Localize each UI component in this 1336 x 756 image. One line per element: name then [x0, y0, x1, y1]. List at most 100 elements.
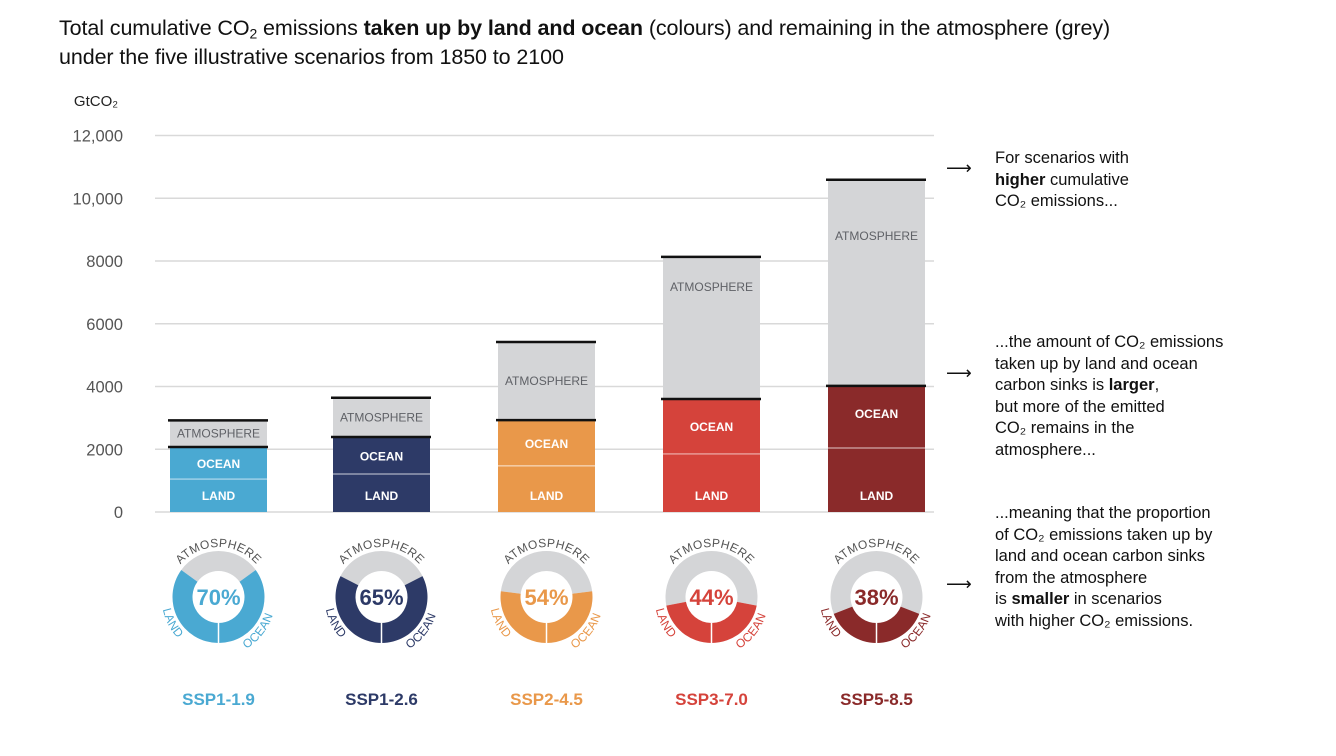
bar-segment-atmosphere	[828, 179, 925, 386]
annotation-line: atmosphere...	[995, 440, 1223, 462]
annotation-line-text: from the atmosphere	[995, 568, 1148, 587]
arrow-icon: ⟶	[946, 574, 972, 594]
annotation-line: from the atmosphere	[995, 568, 1212, 590]
bar-label-atmosphere: ATMOSPHERE	[835, 229, 918, 243]
bar-label-atmosphere: ATMOSPHERE	[670, 280, 753, 294]
annotation-text-3: ...meaning that the proportion of CO₂ emi…	[995, 503, 1212, 632]
donut-center-percent: 44%	[689, 585, 733, 610]
annotation-line-text: CO₂ remains in the	[995, 419, 1135, 437]
bar-group-ssp5-85: LAND OCEAN ATMOSPHERE	[826, 178, 926, 512]
bar-label-ocean: OCEAN	[855, 407, 898, 421]
arrow-icon: ⟶	[946, 363, 972, 383]
bar-segment-land	[170, 479, 267, 512]
annotation-line: CO₂ remains in the	[995, 418, 1223, 440]
bar-segment-ocean	[498, 420, 595, 466]
annotation-line: but more of the emitted	[995, 397, 1223, 419]
donut-slice-ocean	[876, 606, 920, 643]
y-tick-label: 2000	[86, 441, 123, 459]
annotation-line-text: taken up by land and ocean	[995, 354, 1198, 373]
bar-segment-ocean	[333, 437, 430, 475]
bar-label-land: LAND	[202, 489, 236, 503]
bar-label-atmosphere: ATMOSPHERE	[505, 374, 588, 388]
donut-slice-ocean	[381, 576, 428, 643]
bar-label-atmosphere: ATMOSPHERE	[340, 410, 423, 424]
donut-slice-atmosphere	[665, 551, 758, 606]
donut-slice-ocean	[546, 591, 593, 643]
bar-group-ssp1-19: LAND OCEAN ATMOSPHERE	[168, 419, 268, 512]
scenario-label: SSP3-7.0	[675, 690, 748, 709]
annotation-line: higher cumulative	[995, 170, 1129, 192]
donut-slice-atmosphere	[500, 551, 593, 594]
scenario-label: SSP1-1.9	[182, 690, 255, 709]
bar-segment-ocean	[828, 385, 925, 448]
annotation-line-text: ,	[1154, 376, 1160, 394]
donut-slice-land	[500, 591, 547, 643]
bar-label-land: LAND	[530, 489, 564, 503]
annotation-line: of CO₂ emissions taken up by	[995, 525, 1212, 547]
annotation-line-text: with higher CO₂ emissions.	[995, 611, 1194, 630]
y-tick-label: 8000	[86, 253, 123, 271]
gridlines	[155, 134, 934, 513]
title-text: (colours) and remaining in the atmospher…	[642, 16, 1111, 40]
annotation-line-text: cumulative	[1045, 170, 1129, 189]
annotation-line-text: carbon sinks is	[995, 376, 1109, 394]
annotation-line-text: of CO₂ emissions taken up by	[995, 525, 1213, 544]
bar-segment-ocean	[170, 447, 267, 480]
title-bold: taken up by land and ocean	[363, 16, 643, 40]
bar-label-land: LAND	[860, 489, 894, 503]
annotation-line: with higher CO₂ emissions.	[995, 611, 1212, 633]
donut-slice-atmosphere	[181, 550, 256, 582]
annotation-line: land and ocean carbon sinks	[995, 546, 1212, 568]
scenario-label: SSP1-2.6	[345, 690, 418, 709]
donut-center-percent: 38%	[854, 585, 898, 610]
title-subscript: 2	[249, 25, 258, 42]
bar-group-ssp3-70: LAND OCEAN ATMOSPHERE	[661, 255, 761, 512]
y-axis: GtCO₂ 0 2000 4000 6000 8000 10,000 12,000	[73, 93, 123, 522]
title-text: Total cumulative CO	[59, 16, 250, 40]
y-tick-label: 6000	[86, 316, 123, 334]
bar-label-ocean: OCEAN	[525, 437, 568, 451]
donut-slice-atmosphere	[830, 551, 923, 614]
donut-slice-land	[172, 569, 219, 643]
bar-group-ssp1-26: LAND OCEAN ATMOSPHERE	[331, 396, 431, 512]
donut-center-percent: 54%	[524, 585, 568, 610]
bar-segment-land	[828, 447, 925, 512]
scenario-label: SSP5-8.5	[840, 690, 913, 709]
bar-group-ssp2-45: LAND OCEAN ATMOSPHERE	[496, 340, 596, 512]
donut-slice-land	[833, 606, 877, 643]
y-axis-label: GtCO₂	[74, 93, 118, 110]
bar-segment-land	[663, 453, 760, 512]
bar-label-land: LAND	[695, 489, 729, 503]
annotation-line-text: but more of the emitted	[995, 397, 1165, 416]
y-tick-label: 4000	[86, 379, 123, 397]
annotation-line: For scenarios with	[995, 148, 1129, 170]
bar-segment-atmosphere	[663, 256, 760, 400]
donut-center-percent: 65%	[359, 585, 403, 610]
annotation-line-text: CO₂ emissions...	[995, 192, 1118, 210]
annotation-emphasis: larger	[1108, 376, 1155, 394]
annotation-line: CO₂ emissions...	[995, 191, 1129, 213]
y-tick-label: 12,000	[73, 128, 123, 146]
annotation-emphasis: smaller	[1011, 590, 1070, 608]
bar-label-ocean: OCEAN	[197, 457, 240, 471]
title-line2: under the five illustrative scenarios fr…	[59, 45, 564, 69]
bar-segment-land	[333, 474, 430, 512]
donut-center-percent: 70%	[196, 585, 240, 610]
bar-label-ocean: OCEAN	[360, 450, 403, 464]
bar-label-atmosphere: ATMOSPHERE	[177, 427, 260, 441]
donut-slice-ocean	[218, 569, 265, 643]
annotation-emphasis: higher	[995, 170, 1046, 189]
annotation-line-text: land and ocean carbon sinks	[995, 547, 1206, 565]
annotation-line: ...meaning that the proportion	[995, 503, 1212, 525]
chart-title: Total cumulative CO2 emissions taken up …	[59, 14, 1259, 72]
y-tick-label: 0	[114, 504, 123, 522]
annotation-line: carbon sinks is larger,	[995, 375, 1223, 397]
scenario-label: SSP2-4.5	[510, 690, 583, 709]
annotation-line-text: For scenarios with	[995, 149, 1129, 167]
